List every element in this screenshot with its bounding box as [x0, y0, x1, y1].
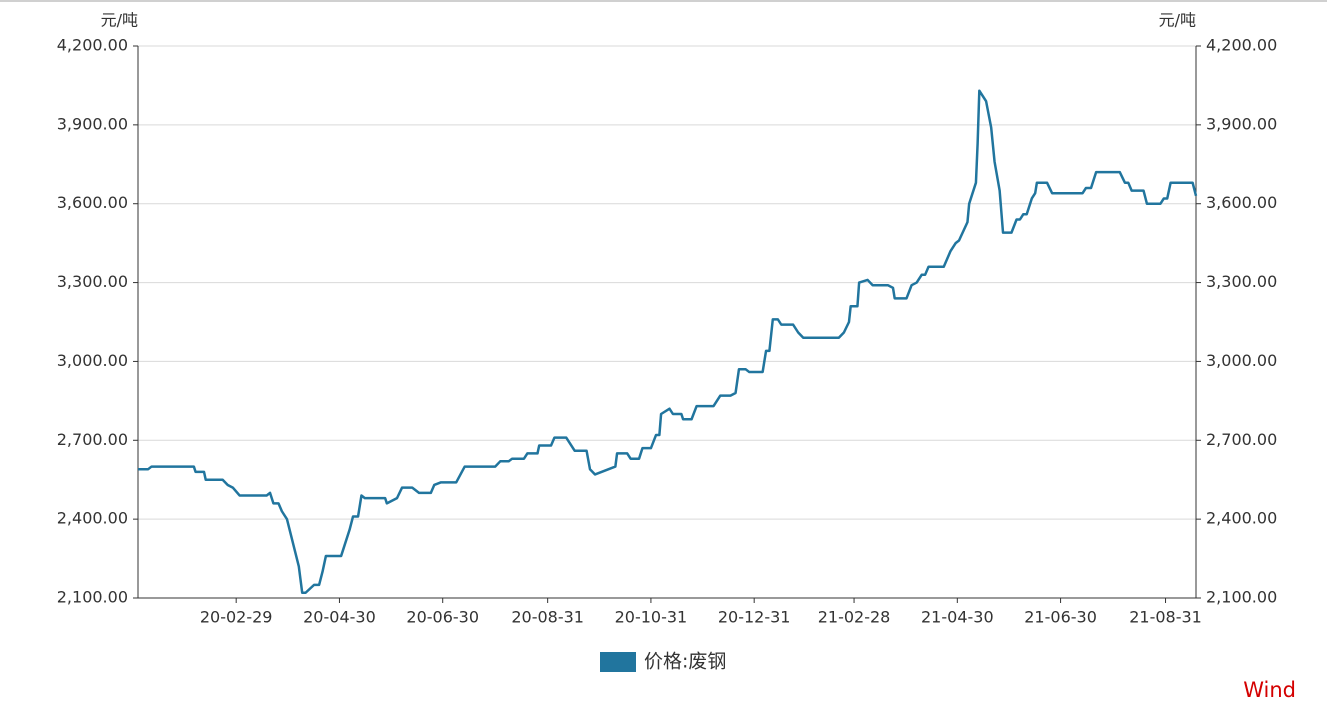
- x-tick-label: 21-04-30: [921, 608, 994, 627]
- y2-tick-label: 2,400.00: [1206, 509, 1277, 528]
- y2-tick-label: 3,600.00: [1206, 193, 1277, 212]
- y-axis-label: 元/吨: [101, 11, 138, 30]
- y-tick-label: 3,300.00: [57, 272, 128, 291]
- legend-label: 价格:废钢: [644, 651, 726, 673]
- y2-tick-label: 3,900.00: [1206, 114, 1277, 133]
- y-tick-label: 3,600.00: [57, 193, 128, 212]
- x-tick-label: 20-06-30: [406, 608, 479, 627]
- y-tick-label: 2,400.00: [57, 509, 128, 528]
- x-tick-label: 20-10-31: [615, 608, 688, 627]
- x-tick-label: 20-12-31: [718, 608, 791, 627]
- y2-tick-label: 2,100.00: [1206, 588, 1277, 607]
- y2-tick-label: 2,700.00: [1206, 430, 1277, 449]
- y-tick-label: 3,000.00: [57, 351, 128, 370]
- source-label: Wind: [1243, 678, 1296, 702]
- x-tick-label: 21-02-28: [818, 608, 891, 627]
- x-tick-label: 20-08-31: [511, 608, 584, 627]
- y-tick-label: 4,200.00: [57, 36, 128, 55]
- top-border: [0, 0, 1327, 2]
- x-tick-label: 21-08-31: [1129, 608, 1202, 627]
- y-tick-label: 2,700.00: [57, 430, 128, 449]
- x-tick-label: 20-04-30: [303, 608, 376, 627]
- y2-tick-label: 3,300.00: [1206, 272, 1277, 291]
- legend-swatch: [600, 652, 636, 672]
- y-tick-label: 3,900.00: [57, 114, 128, 133]
- y2-tick-label: 3,000.00: [1206, 351, 1277, 370]
- y2-tick-label: 4,200.00: [1206, 36, 1277, 55]
- series-line: [138, 89, 1198, 594]
- y-tick-label: 2,100.00: [57, 588, 128, 607]
- x-tick-label: 20-02-29: [200, 608, 273, 627]
- y2-axis-label: 元/吨: [1159, 11, 1196, 30]
- x-tick-label: 21-06-30: [1024, 608, 1097, 627]
